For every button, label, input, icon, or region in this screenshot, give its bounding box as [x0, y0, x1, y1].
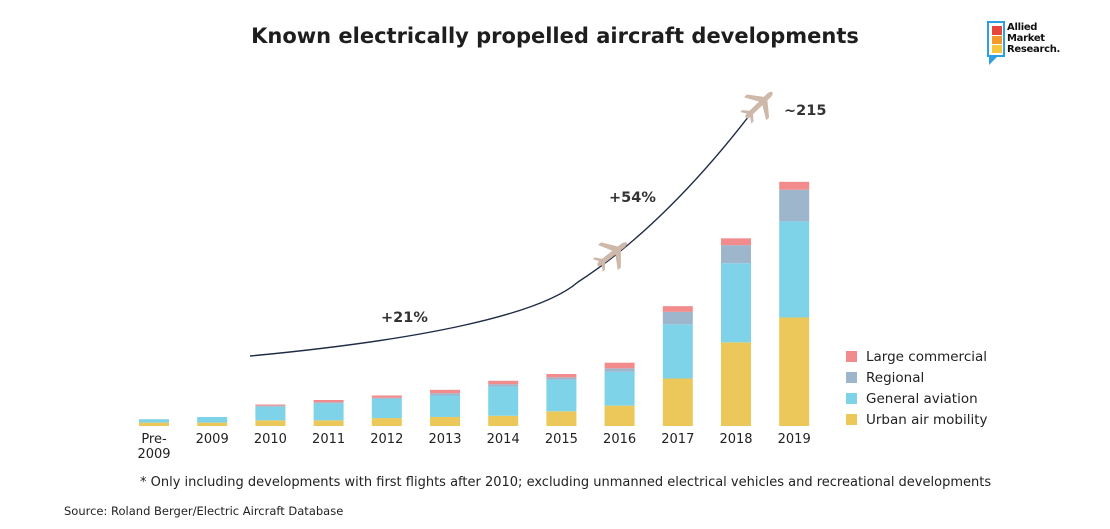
- x-tick-label: 2016: [603, 432, 636, 447]
- x-tick-label: 2009: [196, 432, 229, 447]
- bar-segment-general-aviation: [197, 416, 228, 423]
- bar-segment-large-commercial: [430, 389, 460, 394]
- logo-text: Allied Market Research.: [1007, 22, 1060, 55]
- bar-segment-urban-air-mobility: [371, 418, 402, 426]
- x-tick-label: 2019: [778, 432, 811, 447]
- bar-segment-regional: [488, 384, 519, 387]
- x-tick-label: 2017: [661, 432, 694, 447]
- bar-segment-urban-air-mobility: [779, 317, 810, 426]
- x-tick-label: 2014: [487, 432, 520, 447]
- x-tick-label: 2011: [312, 432, 345, 447]
- bar-segment-general-aviation: [313, 403, 344, 421]
- total-label-215: ~215: [784, 103, 826, 119]
- airplane-icon: [592, 242, 627, 272]
- chart-title: Known electrically propelled aircraft de…: [251, 24, 859, 48]
- bar-segment-large-commercial: [779, 181, 810, 190]
- x-tick-labels: Pre-2009 2009 2010 2011 2012 2013 2014 2015 2016…: [137, 432, 810, 462]
- legend-swatch: [846, 393, 857, 404]
- legend-swatch: [846, 372, 857, 383]
- bar-segment-general-aviation: [255, 406, 286, 421]
- bar-segment-regional: [313, 402, 344, 404]
- legend-label: General aviation: [866, 390, 978, 407]
- bar-segment-large-commercial: [604, 362, 635, 369]
- bars-group: [139, 181, 810, 426]
- x-tick-label: 2010: [254, 432, 287, 447]
- legend-label: Large commercial: [866, 348, 988, 365]
- bar-segment-urban-air-mobility: [488, 415, 519, 426]
- legend-item-urban-air-mobility: Urban air mobility: [846, 409, 988, 430]
- bar-segment-general-aviation: [604, 371, 635, 406]
- bar-segment-regional: [721, 245, 751, 264]
- bar-segment-general-aviation: [371, 398, 402, 419]
- bar-segment-urban-air-mobility: [721, 342, 751, 426]
- bar-segment-regional: [662, 311, 693, 325]
- source-note: Source: Roland Berger/Electric Aircraft …: [64, 504, 344, 518]
- bar-segment-urban-air-mobility: [255, 420, 286, 426]
- logo-bar-orange: [992, 36, 1002, 44]
- bar-segment-large-commercial: [488, 380, 519, 385]
- footnote: * Only including developments with first…: [140, 475, 992, 490]
- bar-segment-large-commercial: [546, 374, 577, 378]
- bar-segment-large-commercial: [255, 404, 286, 406]
- bar-segment-urban-air-mobility: [197, 422, 228, 426]
- logo-tail-icon: [989, 57, 997, 65]
- bar-segment-regional: [430, 393, 460, 396]
- bar-segment-general-aviation: [721, 263, 751, 343]
- bar-segment-large-commercial: [721, 238, 751, 246]
- x-tick-label: 2018: [719, 432, 752, 447]
- growth-trend-curve: [249, 111, 753, 357]
- bar-segment-general-aviation: [488, 386, 519, 416]
- growth-label-21: +21%: [381, 310, 428, 326]
- bar-segment-urban-air-mobility: [546, 411, 577, 426]
- bar-segment-general-aviation: [662, 324, 693, 379]
- logo-bar-yellow: [992, 45, 1002, 53]
- logo-frame-icon: [987, 21, 1005, 57]
- bar-segment-urban-air-mobility: [313, 420, 344, 426]
- bar-segment-regional: [546, 377, 577, 380]
- bar-segment-urban-air-mobility: [662, 378, 693, 426]
- bar-segment-general-aviation: [430, 395, 460, 417]
- legend-item-large-commercial: Large commercial: [846, 346, 988, 367]
- legend-swatch: [846, 351, 857, 362]
- bar-segment-general-aviation: [139, 419, 169, 423]
- growth-label-54: +54%: [609, 190, 656, 206]
- x-tick-label: 2015: [545, 432, 578, 447]
- logo-text-line3: Research.: [1007, 44, 1061, 55]
- bar-segment-regional: [779, 189, 810, 222]
- legend-label: Regional: [866, 369, 925, 386]
- bar-segment-urban-air-mobility: [139, 422, 169, 426]
- bar-segment-large-commercial: [313, 400, 344, 403]
- airplane-icon: [740, 91, 773, 124]
- legend-label: Urban air mobility: [866, 411, 988, 428]
- bar-segment-urban-air-mobility: [604, 405, 635, 426]
- bar-segment-urban-air-mobility: [430, 416, 460, 426]
- allied-market-research-logo: Allied Market Research.: [987, 21, 1077, 67]
- legend-item-regional: Regional: [846, 367, 988, 388]
- legend-item-general-aviation: General aviation: [846, 388, 988, 409]
- legend-swatch: [846, 414, 857, 425]
- bar-segment-regional: [255, 405, 286, 407]
- chart-legend: Large commercial Regional General aviati…: [846, 346, 988, 430]
- bar-segment-general-aviation: [546, 379, 577, 412]
- bar-segment-regional: [604, 368, 635, 372]
- x-tick-label: 2013: [428, 432, 461, 447]
- x-tick-label: Pre-2009: [137, 432, 170, 462]
- bar-segment-general-aviation: [779, 221, 810, 318]
- logo-bar-red: [992, 26, 1002, 35]
- bar-segment-large-commercial: [371, 395, 402, 398]
- logo-text-line2: Market: [1007, 33, 1045, 44]
- bar-segment-large-commercial: [662, 306, 693, 312]
- x-tick-label: 2012: [370, 432, 403, 447]
- bar-segment-regional: [371, 397, 402, 399]
- logo-text-line1: Allied: [1007, 22, 1038, 33]
